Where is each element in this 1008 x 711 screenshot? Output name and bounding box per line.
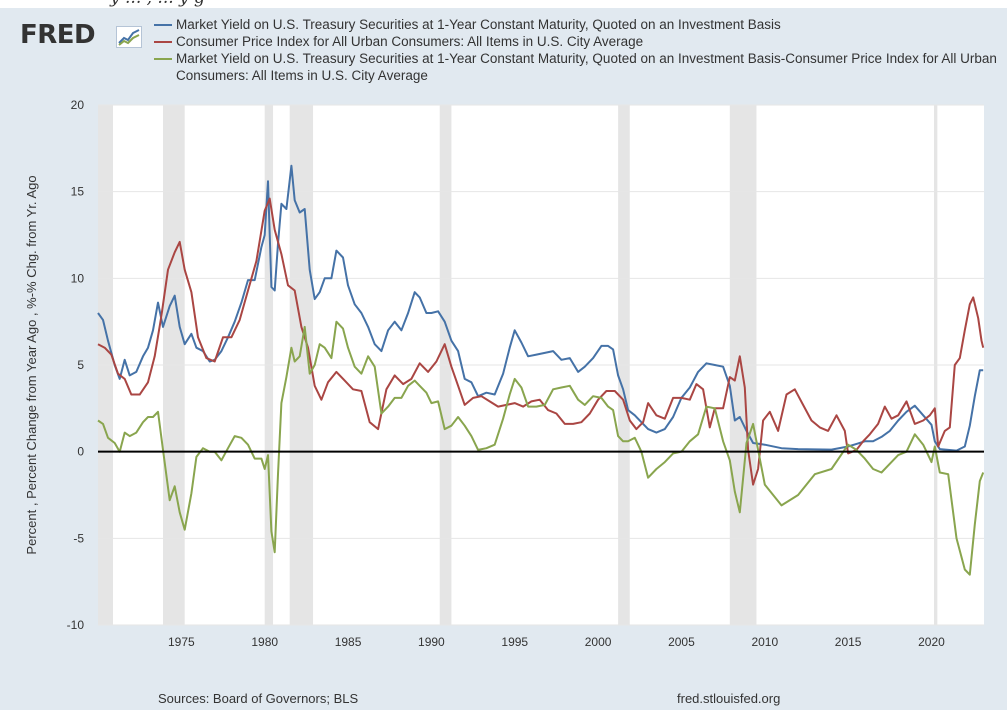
y-axis-label: Percent , Percent Change from Year Ago ,…	[24, 175, 39, 554]
y-tick-label: 20	[71, 98, 85, 112]
y-tick-label: 0	[77, 445, 84, 459]
y-tick-label: 15	[71, 185, 85, 199]
legend-label-cpi: Consumer Price Index for All Urban Consu…	[176, 34, 644, 49]
x-tick-label: 2015	[835, 635, 862, 649]
gridlines	[98, 104, 984, 626]
x-axis-tick-labels: 1975 1980 1985 1990 1995 2000 2005 2010 2015 2020	[168, 635, 945, 649]
y-tick-label: -10	[67, 618, 85, 632]
legend-swatch-real-yield	[154, 58, 172, 60]
series-line-treasury-yield	[97, 164, 984, 452]
x-tick-label: 1990	[418, 635, 445, 649]
y-axis-tick-labels: -10 -5 0 5 10 15 20	[67, 98, 85, 632]
line-chart: -10 -5 0 5 10 15 20 1975 1980 1985 1990 1995 2000 20…	[24, 98, 985, 649]
chart-icon	[116, 26, 142, 48]
sources-text: Sources: Board of Governors; BLS	[158, 691, 359, 706]
legend-swatch-treasury-yield	[154, 24, 172, 26]
x-tick-label: 2020	[918, 635, 945, 649]
series-line-cpi	[97, 197, 985, 486]
legend: Market Yield on U.S. Treasury Securities…	[152, 16, 1002, 84]
series-lines	[97, 164, 985, 576]
legend-item-treasury-yield[interactable]: Market Yield on U.S. Treasury Securities…	[152, 16, 1002, 33]
series-line-real-yield	[97, 320, 985, 576]
x-tick-label: 1995	[501, 635, 528, 649]
x-tick-label: 1985	[335, 635, 362, 649]
x-tick-label: 1980	[251, 635, 278, 649]
legend-item-cpi[interactable]: Consumer Price Index for All Urban Consu…	[152, 33, 1002, 50]
legend-label-real-yield: Market Yield on U.S. Treasury Securities…	[176, 51, 997, 83]
chart-frame: FRED Market Yield on U.S. Treasury Secur…	[0, 8, 1007, 710]
x-tick-label: 2000	[585, 635, 612, 649]
x-tick-label: 1975	[168, 635, 195, 649]
top-clipped-text-content: y ... , ... y g	[110, 0, 205, 8]
x-tick-label: 2010	[751, 635, 778, 649]
y-tick-label: -5	[73, 531, 84, 545]
legend-item-real-yield[interactable]: Market Yield on U.S. Treasury Securities…	[152, 50, 1002, 84]
y-tick-label: 10	[71, 271, 85, 285]
legend-label-treasury-yield: Market Yield on U.S. Treasury Securities…	[176, 17, 781, 32]
x-tick-label: 2005	[668, 635, 695, 649]
y-tick-label: 5	[77, 358, 84, 372]
legend-swatch-cpi	[154, 41, 172, 43]
top-clipped-text: y ... , ... y g	[0, 0, 1008, 10]
fred-logo-text: FRED	[20, 20, 96, 50]
site-url[interactable]: fred.stlouisfed.org	[677, 691, 781, 706]
fred-logo: FRED	[20, 20, 142, 56]
